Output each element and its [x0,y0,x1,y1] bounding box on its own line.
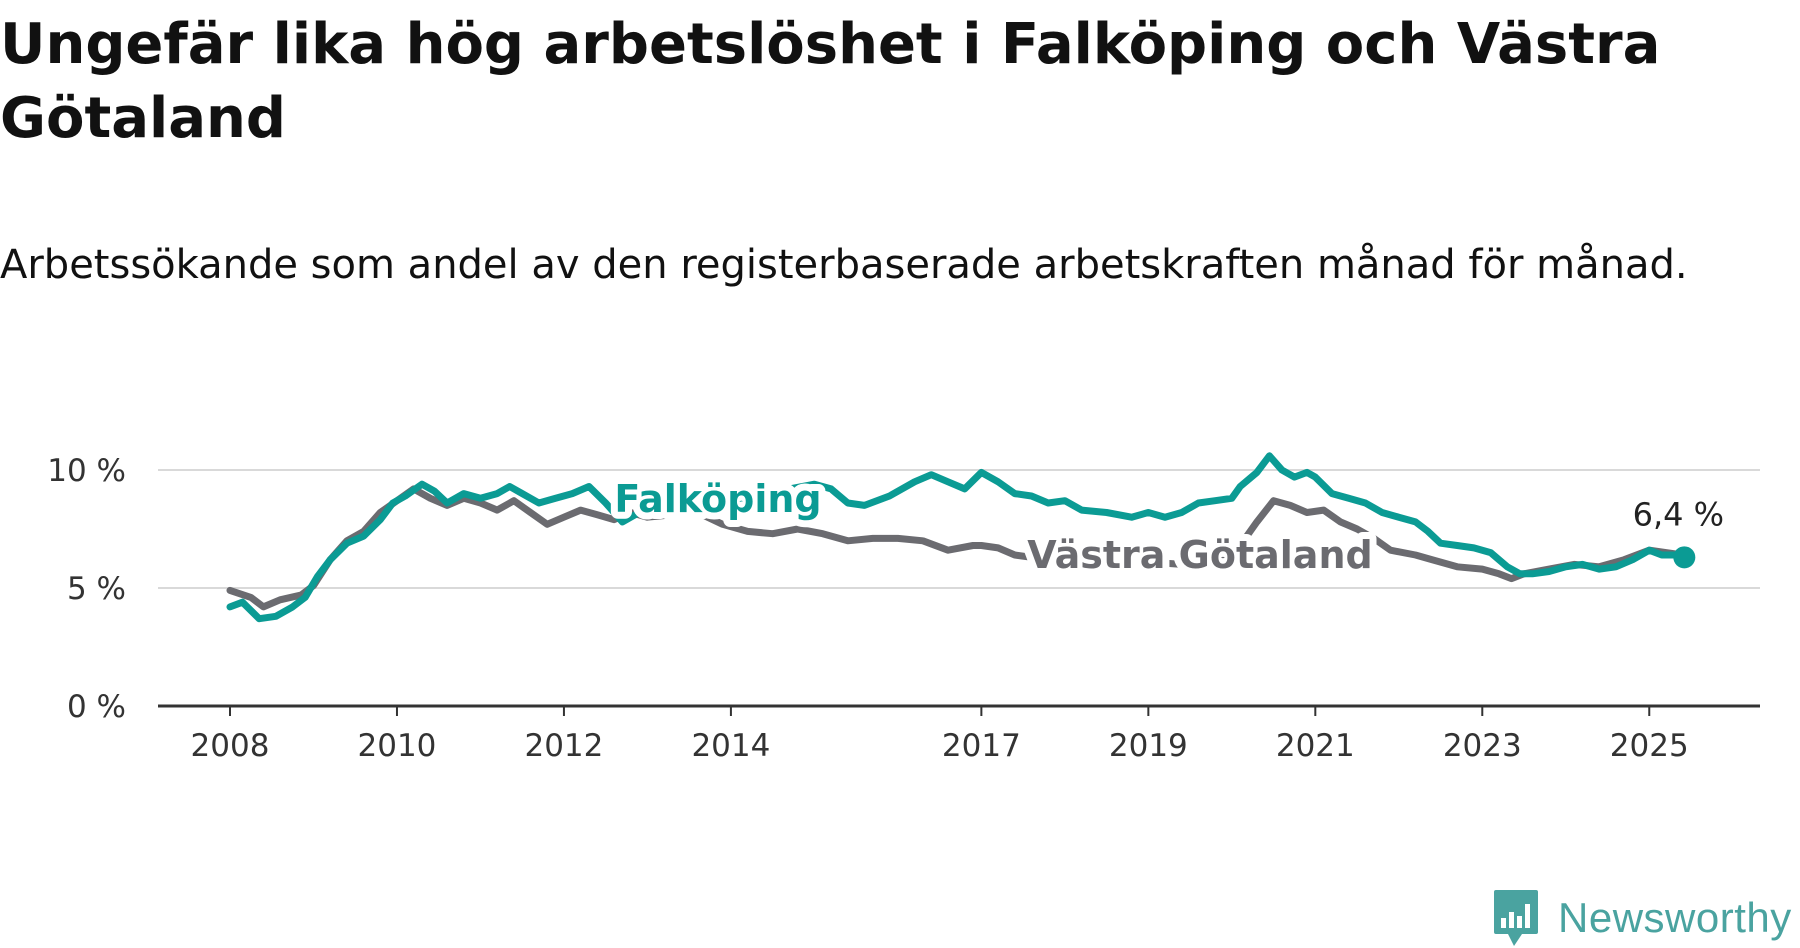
x-tick-label: 2017 [942,728,1021,764]
x-tick-label: 2023 [1443,728,1522,764]
series-line-falk-ping [226,452,1688,623]
bar-chart-speech-bubble-icon [1494,890,1538,946]
series-label-v-stra-g-taland: Västra Götaland [1027,533,1372,577]
x-tick-label: 2014 [691,728,770,764]
brand-name: Newsworthy [1558,894,1792,941]
y-tick-label: 5 % [67,571,126,607]
series-line-v-stra-g-taland [226,485,1687,611]
newsworthy-logo: Newsworthy [1492,888,1792,948]
series-label-falk-ping: Falköping [614,477,821,521]
x-tick-label: 2025 [1610,728,1689,764]
x-tick-label: 2021 [1276,728,1355,764]
end-value-label: 6,4 % [1633,495,1724,533]
x-tick-label: 2012 [524,728,603,764]
x-axis: 2008 2010 2012 2014 2017 2019 2021 2023 2025 [158,704,1760,764]
y-axis: 0 % 5 % 10 % [47,453,126,725]
y-tick-label: 0 % [67,689,126,725]
series-labels: Falköping Västra Götaland 6,4 % [607,470,1728,584]
series-lines [226,452,1696,623]
x-tick-label: 2010 [358,728,437,764]
x-tick-label: 2019 [1109,728,1188,764]
end-point-marker [1673,546,1696,569]
chart-subtitle: Arbetssökande som andel av den registerb… [0,242,1688,288]
grid-lines [158,469,1760,589]
y-tick-label: 10 % [47,453,126,489]
x-tick-label: 2008 [191,728,270,764]
chart-title: Ungefär lika hög arbetslöshet i Falköpin… [0,12,1661,151]
